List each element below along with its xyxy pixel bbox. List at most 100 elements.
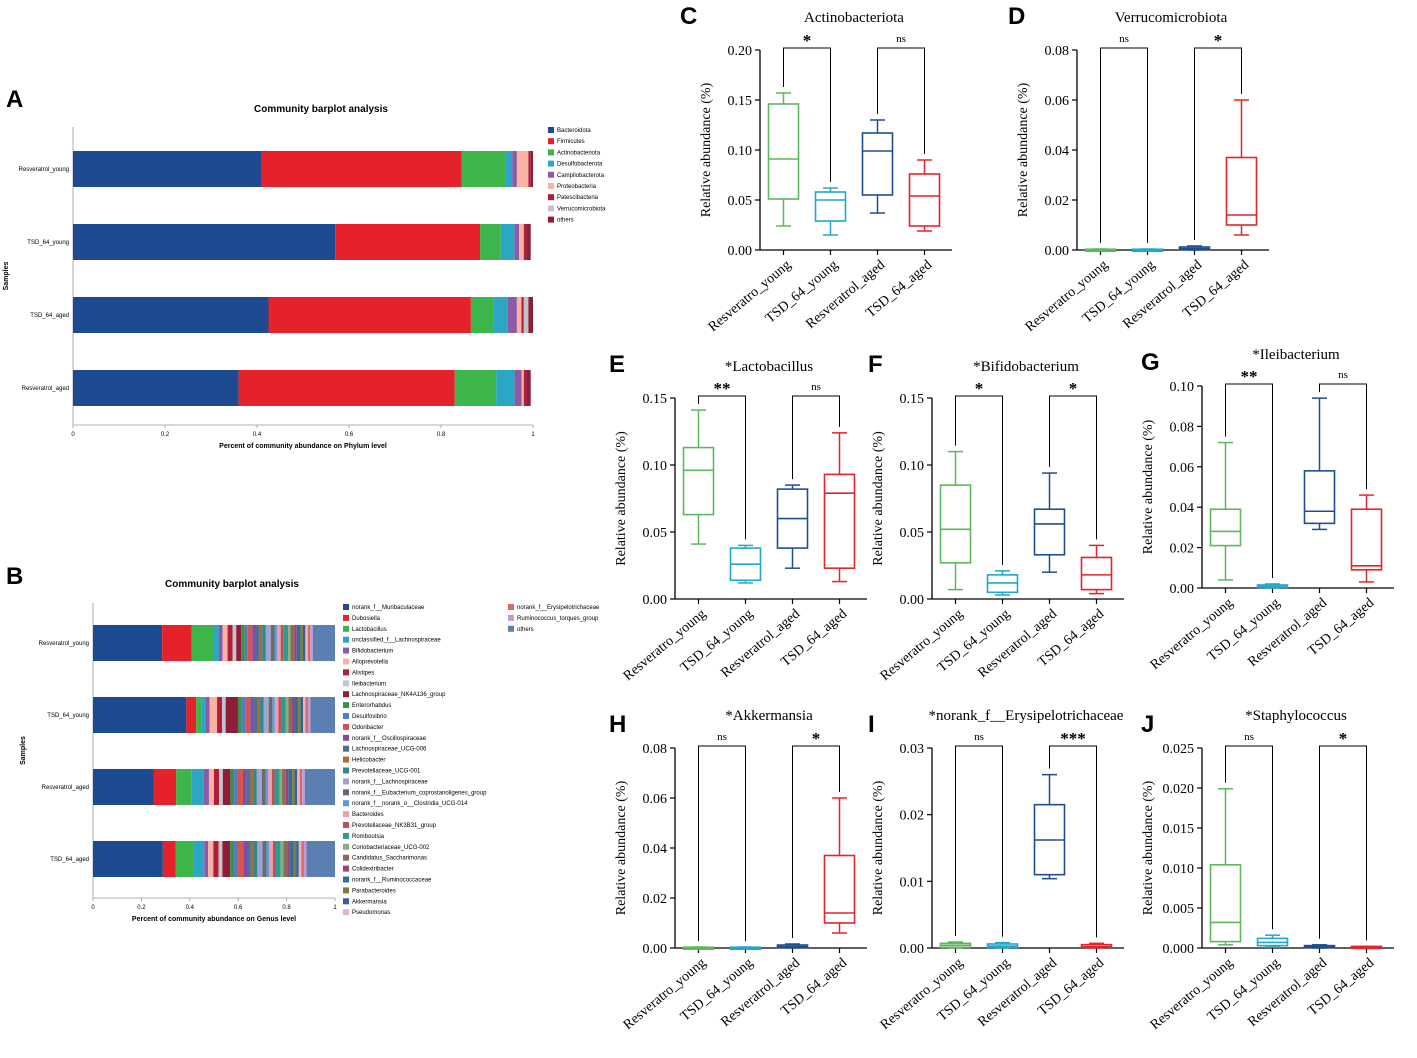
stacked-segment xyxy=(274,625,277,661)
y-axis-label: Relative abundance (%) xyxy=(871,431,886,566)
y-tick-label: 0.02 xyxy=(1170,542,1195,557)
legend-swatch xyxy=(343,647,349,654)
significance-label: ** xyxy=(714,379,731,398)
stacked-segment xyxy=(222,769,231,805)
legend-swatch xyxy=(343,702,349,709)
stacked-chart-A: Community barplot analysis 0 0.2 0.4 0.6 0.8 1… xyxy=(3,104,606,450)
stacked-segment xyxy=(243,841,247,877)
x-tick-label: Resveratrol_aged xyxy=(718,607,803,681)
box xyxy=(823,854,856,924)
box xyxy=(1303,470,1336,525)
stacked-segment xyxy=(232,625,237,661)
legend-swatch xyxy=(343,789,349,796)
legend-swatch xyxy=(343,832,349,839)
stacked-segment xyxy=(301,841,304,877)
stacked-segment xyxy=(73,370,239,406)
x-tick-label: 0.8 xyxy=(282,905,291,911)
stacked-segment xyxy=(162,625,192,661)
stacked-segment xyxy=(259,625,263,661)
box xyxy=(1225,156,1258,226)
legend-swatch xyxy=(343,723,349,730)
legend-swatch xyxy=(343,909,349,916)
legend-swatch xyxy=(343,658,349,665)
stacked-segment xyxy=(250,841,254,877)
stacked-segment xyxy=(304,769,335,805)
legend-label: norank_f__Oscillospiraceae xyxy=(352,736,427,742)
stacked-segment xyxy=(252,625,256,661)
y-axis-label: Samples xyxy=(3,261,10,290)
y-tick-label: 0.15 xyxy=(643,392,668,407)
y-tick-label: 0.00 xyxy=(643,593,668,608)
box xyxy=(939,484,972,564)
panel-label-D: D xyxy=(1008,3,1025,30)
legend-swatch xyxy=(548,127,554,133)
stacked-segment xyxy=(208,769,214,805)
stacked-segment xyxy=(256,769,262,805)
stacked-segment xyxy=(285,697,289,733)
category-label: TSD_64_young xyxy=(27,240,69,246)
legend-label: Parabacteroides xyxy=(352,888,396,894)
stacked-segment xyxy=(93,625,163,661)
legend-label: Ruminococcus_torques_group xyxy=(517,616,599,622)
x-tick-label: 0.4 xyxy=(186,905,195,911)
boxplot-I: *norank_f__Erysipelotrichaceae 0.00 0.01 0.… xyxy=(871,708,1124,1033)
stacked-segment xyxy=(268,697,273,733)
legend-swatch xyxy=(343,604,349,610)
x-tick-label: Resveratro_young xyxy=(878,956,966,1033)
y-tick-label: 0.02 xyxy=(900,809,925,824)
box xyxy=(682,446,715,516)
y-tick-label: 0.08 xyxy=(643,742,668,757)
x-tick-label: 0.2 xyxy=(137,905,146,911)
stacked-segment xyxy=(153,769,177,805)
legend-swatch xyxy=(343,898,349,905)
x-tick-label: 0.6 xyxy=(345,432,354,438)
stacked-segment xyxy=(241,625,245,661)
significance-label: *** xyxy=(1060,729,1086,748)
stacked-segment xyxy=(201,697,207,733)
stacked-segment xyxy=(262,841,267,877)
stacked-segment xyxy=(280,697,286,733)
stacked-segment xyxy=(250,697,254,733)
significance-label: ns xyxy=(1338,369,1348,381)
stacked-segment xyxy=(265,625,271,661)
y-axis-label: Relative abundance (%) xyxy=(614,780,629,915)
boxplot-D: Verrucomicrobiota 0.00 0.02 0.04 0.06 0.08 Rel… xyxy=(1016,10,1269,335)
stacked-segment xyxy=(285,769,289,805)
stacked-segment xyxy=(287,841,290,877)
category-label: TSD_64_aged xyxy=(30,313,69,319)
stacked-segment xyxy=(519,224,524,260)
stacked-segment xyxy=(279,769,283,805)
legend-label: Candidatus_Saccharimonas xyxy=(352,856,427,862)
stacked-segment xyxy=(175,841,194,877)
stacked-segment xyxy=(193,841,205,877)
y-tick-label: 0.06 xyxy=(1045,94,1070,109)
stacked-segment xyxy=(526,224,531,260)
stacked-segment xyxy=(528,297,533,333)
y-tick-label: 0.15 xyxy=(900,392,925,407)
stacked-segment xyxy=(245,697,251,733)
box xyxy=(861,132,894,196)
x-tick-label: 1 xyxy=(531,432,535,438)
y-tick-label: 0.015 xyxy=(1163,822,1195,837)
stacked-segment xyxy=(305,697,308,733)
y-tick-label: 0.20 xyxy=(728,44,753,59)
stacked-segment xyxy=(292,769,295,805)
boxplot-H: *Akkermansia 0.00 0.02 0.04 0.06 0.08 Relative… xyxy=(614,708,867,1033)
legend-swatch xyxy=(508,625,514,632)
significance-label: ns xyxy=(896,33,906,45)
stacked-segment xyxy=(244,625,248,661)
boxplot-G: *Ileibacterium 0.00 0.02 0.04 0.06 0.08 0.10 Re… xyxy=(1141,347,1394,673)
y-tick-label: 0.05 xyxy=(900,526,925,541)
x-axis-label: Percent of community abundance on Genus … xyxy=(132,916,296,923)
significance-label: ns xyxy=(1119,33,1129,45)
x-tick-label: Resveratrol_aged xyxy=(1245,596,1330,670)
stacked-segment xyxy=(255,625,260,661)
panel-label-C: C xyxy=(680,3,697,30)
stacked-segment xyxy=(203,769,209,805)
stacked-segment xyxy=(217,697,222,733)
legend-swatch xyxy=(343,713,349,719)
legend-label: Lactobacillus xyxy=(352,627,387,633)
stacked-segment xyxy=(196,697,202,733)
stacked-segment xyxy=(505,151,513,187)
significance-label: ns xyxy=(974,731,984,743)
